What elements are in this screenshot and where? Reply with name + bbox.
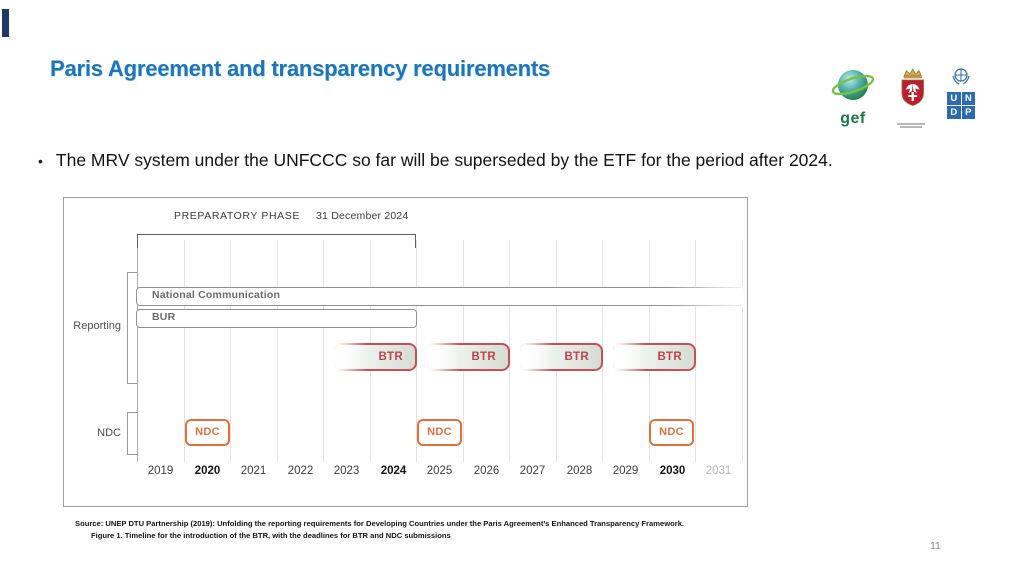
gridline: [323, 240, 324, 462]
serbia-coat-of-arms-icon: [901, 68, 924, 106]
y-axis-line: [137, 237, 138, 462]
gridline: [742, 240, 743, 462]
btr-box-2028: BTR: [520, 343, 603, 371]
gridline: [184, 240, 185, 462]
year-tick-2028: 2028: [566, 465, 593, 477]
btr-box-2030: BTR: [613, 343, 696, 371]
year-tick-2023: 2023: [333, 465, 360, 477]
national-communication-bar: National Communication: [136, 286, 746, 307]
ndc-label: NDC: [659, 426, 684, 438]
reporting-row-label: Reporting: [73, 320, 121, 332]
gridline: [277, 240, 278, 462]
btr-label: BTR: [378, 351, 403, 363]
source-line-2: Figure 1. Timeline for the introduction …: [91, 531, 451, 541]
year-tick-2030: 2030: [659, 465, 686, 477]
bur-bar: BUR: [136, 309, 417, 328]
year-tick-2021: 2021: [240, 465, 267, 477]
undp-logo: U N D P: [946, 66, 976, 119]
year-tick-2022: 2022: [287, 465, 314, 477]
year-tick-2019: 2019: [147, 465, 174, 477]
btr-label: BTR: [564, 351, 589, 363]
ndc-bracket: [127, 412, 137, 455]
page-title: Paris Agreement and transparency require…: [50, 56, 551, 81]
bullet-glyph: •: [38, 153, 43, 169]
un-emblem-icon: [952, 68, 970, 85]
timeline-figure: PREPARATORY PHASE 31 December 2024 Repor…: [63, 197, 748, 507]
preparatory-phase-bracket: [137, 234, 416, 248]
year-tick-2029: 2029: [612, 465, 639, 477]
gef-globe-icon: [831, 70, 875, 100]
ndc-label: NDC: [427, 426, 452, 438]
ndc-row-label: NDC: [97, 427, 121, 439]
bullet-item: • The MRV system under the UNFCCC so far…: [38, 150, 833, 172]
page-number: 11: [930, 540, 941, 552]
year-tick-2031: 2031: [705, 465, 732, 477]
reporting-bracket: [127, 272, 137, 384]
serbia-caption-lines: [893, 122, 929, 128]
year-tick-2026: 2026: [473, 465, 500, 477]
ndc-box-2025: NDC: [417, 419, 462, 446]
btr-box-2026: BTR: [427, 343, 510, 371]
year-tick-2020: 2020: [194, 465, 221, 477]
ndc-box-2020: NDC: [185, 419, 230, 446]
slide-accent-bar: [2, 9, 9, 37]
gef-logo: gef: [830, 66, 876, 128]
bullet-text: The MRV system under the UNFCCC so far w…: [55, 150, 833, 170]
serbia-coat-of-arms-logo: [893, 66, 929, 128]
undp-wordmark: U N D P: [947, 92, 975, 119]
ndc-box-2030: NDC: [649, 419, 694, 446]
source-line-1: Source: UNEP DTU Partnership (2019): Unf…: [75, 519, 685, 528]
gef-wordmark: gef: [840, 110, 866, 127]
nc-bar-fade: [666, 286, 746, 307]
national-communication-label: National Communication: [152, 289, 281, 301]
deadline-label: 31 December 2024: [316, 210, 409, 222]
bur-label: BUR: [152, 311, 176, 323]
year-tick-2025: 2025: [426, 465, 453, 477]
ndc-label: NDC: [195, 426, 220, 438]
btr-label: BTR: [657, 351, 682, 363]
btr-box-2024: BTR: [334, 343, 417, 371]
year-tick-2027: 2027: [519, 465, 546, 477]
year-tick-2024: 2024: [380, 465, 407, 477]
gridline: [230, 240, 231, 462]
btr-label: BTR: [471, 351, 496, 363]
preparatory-phase-label: PREPARATORY PHASE: [174, 210, 300, 222]
source-caption: Source: UNEP DTU Partnership (2019): Unf…: [75, 518, 684, 542]
